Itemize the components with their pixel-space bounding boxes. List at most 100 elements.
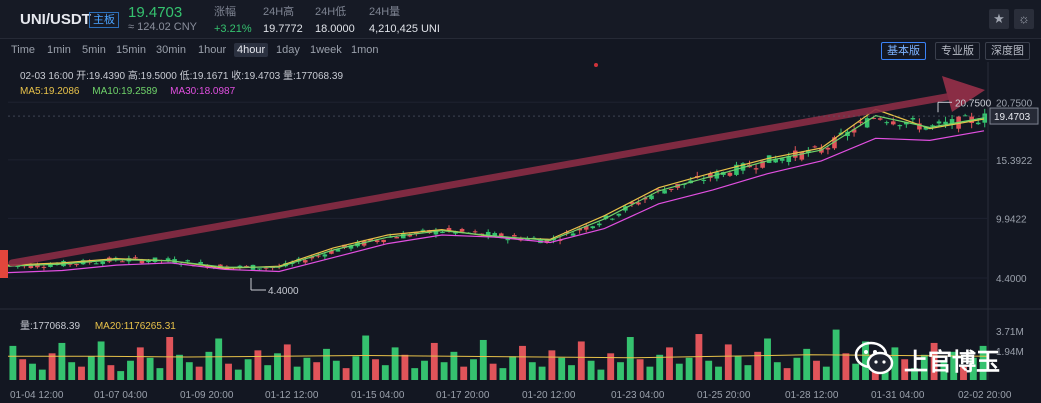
ma-legend: MA5:19.2086 MA10:19.2589 MA30:18.0987 bbox=[20, 85, 235, 98]
candle-body bbox=[165, 258, 171, 261]
volume-bar bbox=[29, 363, 36, 380]
volume-bar bbox=[205, 351, 213, 380]
candle-body bbox=[309, 256, 315, 259]
volume-bar bbox=[166, 337, 174, 380]
volume-bar bbox=[176, 354, 183, 380]
volume-bar bbox=[940, 362, 948, 380]
tab-5min[interactable]: 5min bbox=[82, 44, 106, 56]
x-tick-label: 01-20 12:00 bbox=[522, 390, 576, 401]
candle-body bbox=[244, 265, 249, 267]
tab-1min[interactable]: 1min bbox=[47, 44, 71, 56]
stat-high-value: 19.7772 bbox=[263, 23, 303, 35]
candle-body bbox=[982, 113, 988, 123]
volume-bar bbox=[764, 338, 771, 380]
candle-body bbox=[904, 122, 909, 125]
volume-bar bbox=[195, 366, 203, 380]
volume-bar bbox=[156, 368, 164, 380]
volume-bar bbox=[460, 366, 468, 380]
stat-volume-value: 4,210,425 UNI bbox=[369, 23, 440, 35]
candle-body bbox=[133, 257, 138, 259]
candle-body bbox=[596, 223, 602, 226]
volume-bar bbox=[744, 365, 752, 380]
tab-1day[interactable]: 1day bbox=[276, 44, 300, 56]
y-tick-label: 15.3922 bbox=[996, 156, 1033, 167]
candle-body bbox=[74, 264, 79, 266]
theme-icon[interactable]: ☼ bbox=[1014, 9, 1034, 29]
y-tick-label: 20.7500 bbox=[996, 98, 1033, 109]
candle-body bbox=[779, 158, 785, 161]
volume-bar bbox=[724, 344, 732, 380]
candle-body bbox=[485, 231, 491, 237]
candle-body bbox=[766, 155, 772, 163]
candle-body bbox=[185, 260, 190, 262]
cny-price: ≈ 124.02 CNY bbox=[128, 21, 198, 33]
volume-bar bbox=[391, 347, 399, 380]
volume-bar bbox=[254, 350, 262, 380]
volume-bar bbox=[842, 353, 850, 380]
last-price-box bbox=[989, 107, 1039, 125]
volume-bar bbox=[950, 351, 958, 380]
star-icon[interactable]: ★ bbox=[989, 9, 1009, 29]
candle-body bbox=[41, 266, 47, 268]
ma10-legend: MA10:19.2589 bbox=[92, 86, 158, 97]
candle-body bbox=[583, 226, 589, 230]
candle-body bbox=[897, 125, 903, 127]
trend-arrow-head bbox=[942, 76, 985, 112]
tab-15min[interactable]: 15min bbox=[116, 44, 146, 56]
candle-body bbox=[335, 249, 341, 252]
tab-1hour[interactable]: 1hour bbox=[198, 44, 227, 56]
candle-body bbox=[100, 261, 106, 264]
vol-tick-label: 1.94M bbox=[996, 347, 1024, 358]
tab-1week[interactable]: 1week bbox=[310, 44, 342, 56]
candle-body bbox=[570, 233, 576, 236]
volume-bar bbox=[499, 368, 507, 380]
mode-depth-button[interactable]: 深度图 bbox=[985, 42, 1030, 60]
volume-bar bbox=[136, 347, 144, 380]
volume-bar bbox=[19, 359, 27, 380]
mode-pro-button[interactable]: 专业版 bbox=[935, 42, 980, 60]
stat-volume: 24H量 4,210,425 UNI bbox=[369, 5, 440, 37]
candle-body bbox=[655, 189, 661, 191]
mode-basic-button[interactable]: 基本版 bbox=[881, 42, 926, 60]
ma30-line bbox=[7, 130, 985, 274]
vol-tick-label: 3.71M bbox=[996, 327, 1024, 338]
last-price-label: 19.4703 bbox=[994, 112, 1031, 123]
volume-bar bbox=[58, 342, 66, 380]
volume-bar bbox=[78, 366, 85, 380]
tab-4hour[interactable]: 4hour bbox=[234, 43, 269, 57]
candle-body bbox=[668, 188, 674, 190]
volume-bar bbox=[479, 339, 487, 380]
x-tick-label: 01-04 12:00 bbox=[10, 390, 64, 401]
tab-time[interactable]: Time bbox=[11, 44, 36, 56]
ma5-line bbox=[7, 108, 985, 269]
volume-bar bbox=[127, 360, 134, 380]
volume-bar bbox=[225, 363, 232, 380]
candle-body bbox=[400, 233, 406, 239]
volume-bar bbox=[234, 369, 242, 380]
vol-ma20-line bbox=[8, 354, 989, 359]
candle-body bbox=[544, 239, 550, 243]
x-tick-label: 01-17 20:00 bbox=[436, 390, 490, 401]
candle-body bbox=[832, 137, 837, 149]
current-period-marker bbox=[0, 250, 8, 278]
candle-body bbox=[48, 264, 53, 267]
candle-body bbox=[257, 268, 262, 270]
candle-body bbox=[603, 215, 609, 219]
volume-bar bbox=[519, 345, 526, 380]
volume-bar bbox=[813, 360, 820, 380]
candle-body bbox=[35, 264, 40, 268]
volume-bar bbox=[450, 351, 458, 380]
tab-1mon[interactable]: 1mon bbox=[351, 44, 379, 56]
candle-body bbox=[792, 150, 798, 158]
x-tick-label: 01-12 12:00 bbox=[265, 390, 319, 401]
candle-body bbox=[812, 146, 818, 148]
volume-bar bbox=[783, 368, 791, 380]
candle-body bbox=[884, 122, 890, 124]
volume-bar bbox=[117, 371, 125, 380]
volume-bar bbox=[381, 365, 389, 380]
candle-body bbox=[329, 250, 334, 254]
candle-body bbox=[943, 121, 948, 124]
tab-30min[interactable]: 30min bbox=[156, 44, 186, 56]
ohlc-readout: 02-03 16:00 开:19.4390 高:19.5000 低:19.167… bbox=[20, 71, 344, 82]
